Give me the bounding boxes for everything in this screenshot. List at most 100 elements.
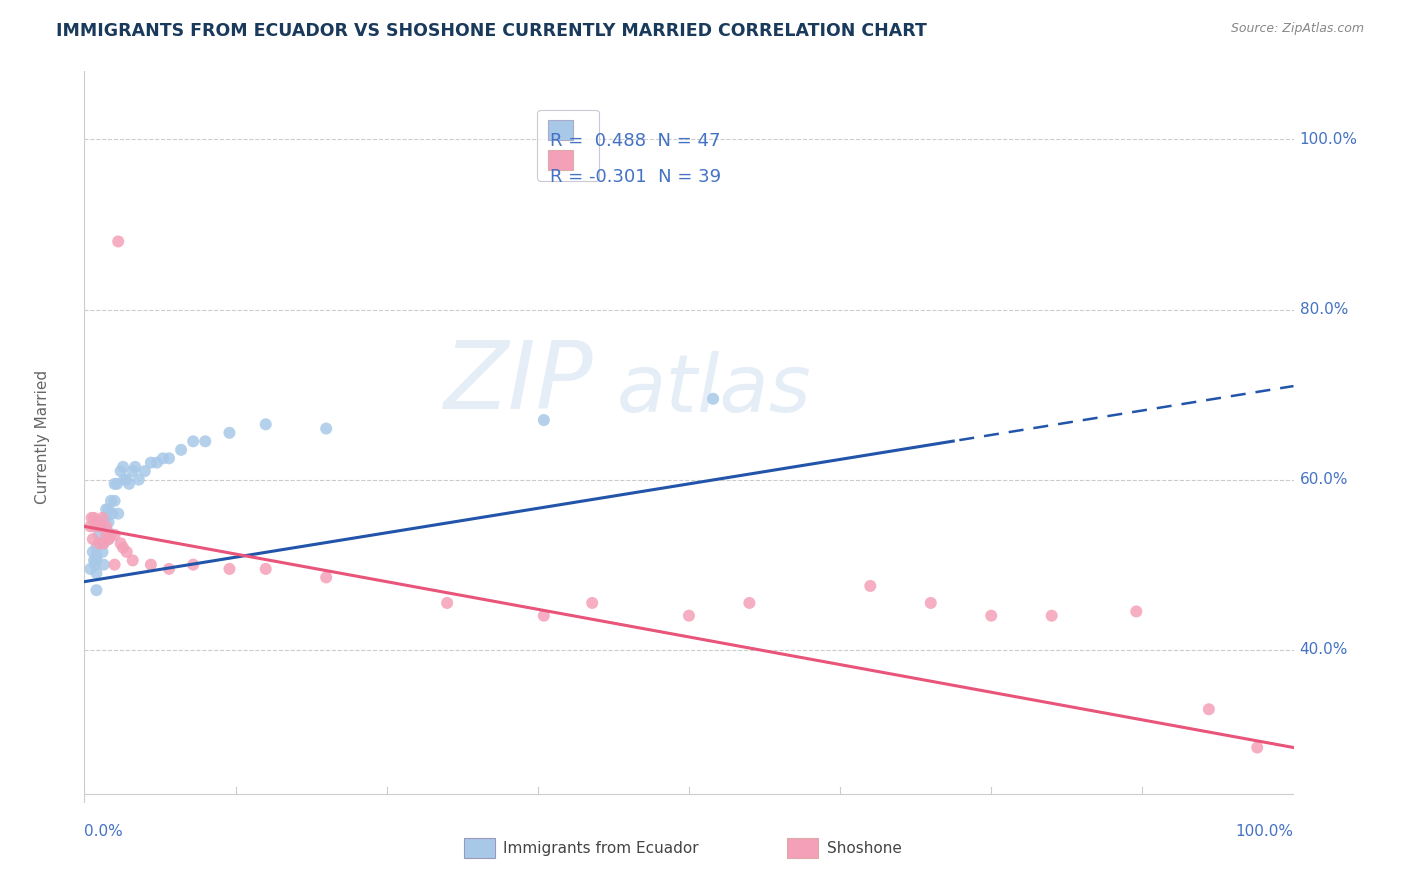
Point <box>94 511 117 525</box>
Point <box>94 519 117 533</box>
Point <box>94 528 117 542</box>
Bar <box>464 838 495 858</box>
Point <box>86 566 108 581</box>
Text: 40.0%: 40.0% <box>1299 642 1348 657</box>
Point <box>124 459 146 474</box>
Point <box>702 392 724 406</box>
Point <box>86 541 108 555</box>
Text: 0.0%: 0.0% <box>84 824 124 839</box>
Point <box>87 536 110 550</box>
Point <box>118 476 141 491</box>
Point <box>115 545 138 559</box>
Text: ZIP: ZIP <box>443 336 592 428</box>
Point <box>104 494 127 508</box>
Point <box>93 536 115 550</box>
Point <box>738 596 761 610</box>
Point <box>112 473 135 487</box>
Point <box>1125 604 1147 618</box>
Point <box>121 553 143 567</box>
Point <box>79 562 101 576</box>
Text: atlas: atlas <box>616 351 811 428</box>
Point <box>134 464 156 478</box>
Point <box>82 545 104 559</box>
Point <box>254 562 277 576</box>
Point <box>100 494 122 508</box>
Point <box>152 451 174 466</box>
Point <box>107 235 129 249</box>
Point <box>107 507 129 521</box>
Point <box>110 536 132 550</box>
Point <box>678 608 700 623</box>
Text: R = -0.301  N = 39: R = -0.301 N = 39 <box>550 169 721 186</box>
Point <box>79 519 101 533</box>
Point <box>170 442 193 457</box>
Point <box>112 459 135 474</box>
Bar <box>787 838 818 858</box>
Text: Currently Married: Currently Married <box>35 370 49 504</box>
Point <box>980 608 1002 623</box>
Text: Immigrants from Ecuador: Immigrants from Ecuador <box>503 841 699 855</box>
Legend: , : , <box>537 110 599 181</box>
Point <box>315 570 337 584</box>
Point <box>920 596 942 610</box>
Point <box>533 608 555 623</box>
Point <box>157 451 180 466</box>
Text: 80.0%: 80.0% <box>1299 302 1348 317</box>
Point <box>91 511 114 525</box>
Point <box>97 515 120 529</box>
Point <box>104 528 127 542</box>
Point <box>128 473 150 487</box>
Point <box>121 464 143 478</box>
Text: IMMIGRANTS FROM ECUADOR VS SHOSHONE CURRENTLY MARRIED CORRELATION CHART: IMMIGRANTS FROM ECUADOR VS SHOSHONE CURR… <box>56 22 927 40</box>
Point <box>104 558 127 572</box>
Point <box>110 464 132 478</box>
Point <box>84 519 107 533</box>
Point <box>94 502 117 516</box>
Point <box>86 553 108 567</box>
Point <box>194 434 217 449</box>
Point <box>87 528 110 542</box>
Point <box>533 413 555 427</box>
Point <box>83 553 105 567</box>
Point <box>97 532 120 546</box>
Point <box>436 596 458 610</box>
Point <box>80 511 103 525</box>
Point <box>86 515 108 529</box>
Point <box>157 562 180 576</box>
Point <box>181 558 204 572</box>
Point <box>86 583 108 598</box>
Point <box>218 562 240 576</box>
Point <box>104 476 127 491</box>
Point <box>83 511 105 525</box>
Point <box>105 476 128 491</box>
Point <box>86 549 108 563</box>
Point <box>254 417 277 432</box>
Point <box>139 456 162 470</box>
Point <box>218 425 240 440</box>
Text: 100.0%: 100.0% <box>1236 824 1294 839</box>
Point <box>97 532 120 546</box>
Point <box>82 532 104 546</box>
Point <box>84 558 107 572</box>
Point <box>146 456 169 470</box>
Point <box>89 519 111 533</box>
Point <box>100 528 122 542</box>
Text: 100.0%: 100.0% <box>1299 132 1358 147</box>
Point <box>1040 608 1063 623</box>
Point <box>96 524 118 538</box>
Point <box>97 502 120 516</box>
Point <box>112 541 135 555</box>
Point <box>581 596 603 610</box>
Point <box>93 558 115 572</box>
Text: 60.0%: 60.0% <box>1299 472 1348 487</box>
Text: Source: ZipAtlas.com: Source: ZipAtlas.com <box>1230 22 1364 36</box>
Point <box>139 558 162 572</box>
Point <box>91 545 114 559</box>
Text: Shoshone: Shoshone <box>827 841 901 855</box>
Point <box>859 579 882 593</box>
Text: R =  0.488  N = 47: R = 0.488 N = 47 <box>550 132 720 150</box>
Point <box>101 507 124 521</box>
Point <box>115 473 138 487</box>
Point <box>315 421 337 435</box>
Point <box>1198 702 1220 716</box>
